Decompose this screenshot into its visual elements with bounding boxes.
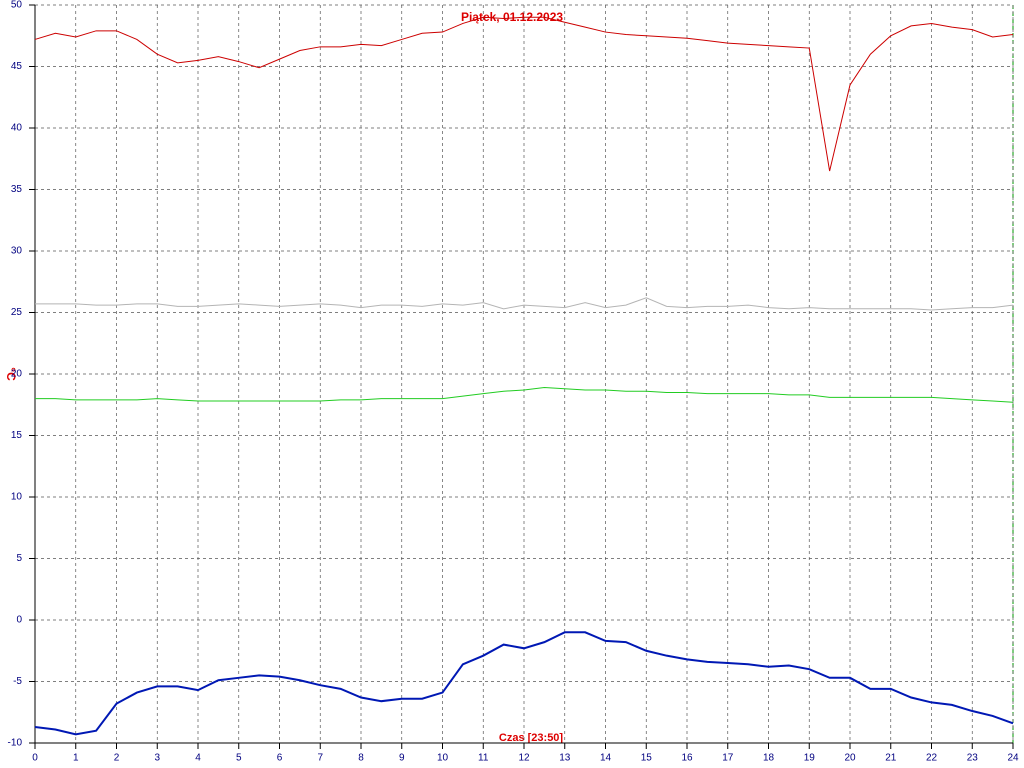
data-line: [34, 16, 1014, 172]
x-tick-label: 4: [195, 753, 201, 764]
y-tick-label: 10: [11, 492, 23, 503]
y-tick-label: 35: [11, 184, 23, 195]
y-tick-label: 25: [11, 307, 23, 318]
data-line: [35, 297, 1014, 311]
x-tick-label: 24: [1007, 753, 1019, 764]
x-tick-label: 12: [518, 753, 530, 764]
x-tick-label: 15: [641, 753, 653, 764]
x-tick-label: 6: [277, 753, 283, 764]
x-tick-label: 16: [681, 753, 693, 764]
x-tick-label: 22: [926, 753, 938, 764]
x-tick-label: 20: [844, 753, 856, 764]
y-tick-label: 0: [16, 615, 22, 626]
data-line: [34, 631, 1014, 736]
x-tick-label: 18: [763, 753, 775, 764]
y-tick-label: 50: [11, 0, 23, 11]
x-tick-label: 19: [804, 753, 816, 764]
x-tick-label: 10: [437, 753, 449, 764]
x-tick-label: 11: [478, 753, 489, 764]
x-axis-label: Czas [23:50]: [499, 732, 564, 744]
y-tick-label: -5: [13, 676, 22, 687]
y-tick-label: 20: [11, 369, 23, 380]
y-tick-label: -10: [8, 738, 23, 749]
y-tick-label: 15: [11, 430, 23, 441]
x-tick-label: 8: [358, 753, 364, 764]
x-tick-label: 0: [32, 753, 38, 764]
x-tick-label: 7: [317, 753, 323, 764]
data-line: [35, 387, 1014, 403]
x-tick-label: 9: [399, 753, 405, 764]
x-tick-label: 23: [967, 753, 979, 764]
x-tick-label: 5: [236, 753, 242, 764]
x-tick-label: 13: [559, 753, 571, 764]
chart-title: Piątek, 01.12.2023: [461, 10, 563, 24]
y-tick-label: 40: [11, 123, 23, 134]
x-tick-label: 17: [722, 753, 734, 764]
x-tick-label: 3: [154, 753, 160, 764]
y-axis-label: °C: [4, 367, 18, 381]
y-tick-label: 45: [11, 61, 23, 72]
x-tick-label: 2: [114, 753, 120, 764]
y-tick-label: 30: [11, 246, 23, 257]
x-tick-label: 21: [885, 753, 897, 764]
x-tick-label: 14: [600, 753, 612, 764]
y-tick-label: 5: [16, 553, 22, 564]
x-tick-label: 1: [73, 753, 79, 764]
